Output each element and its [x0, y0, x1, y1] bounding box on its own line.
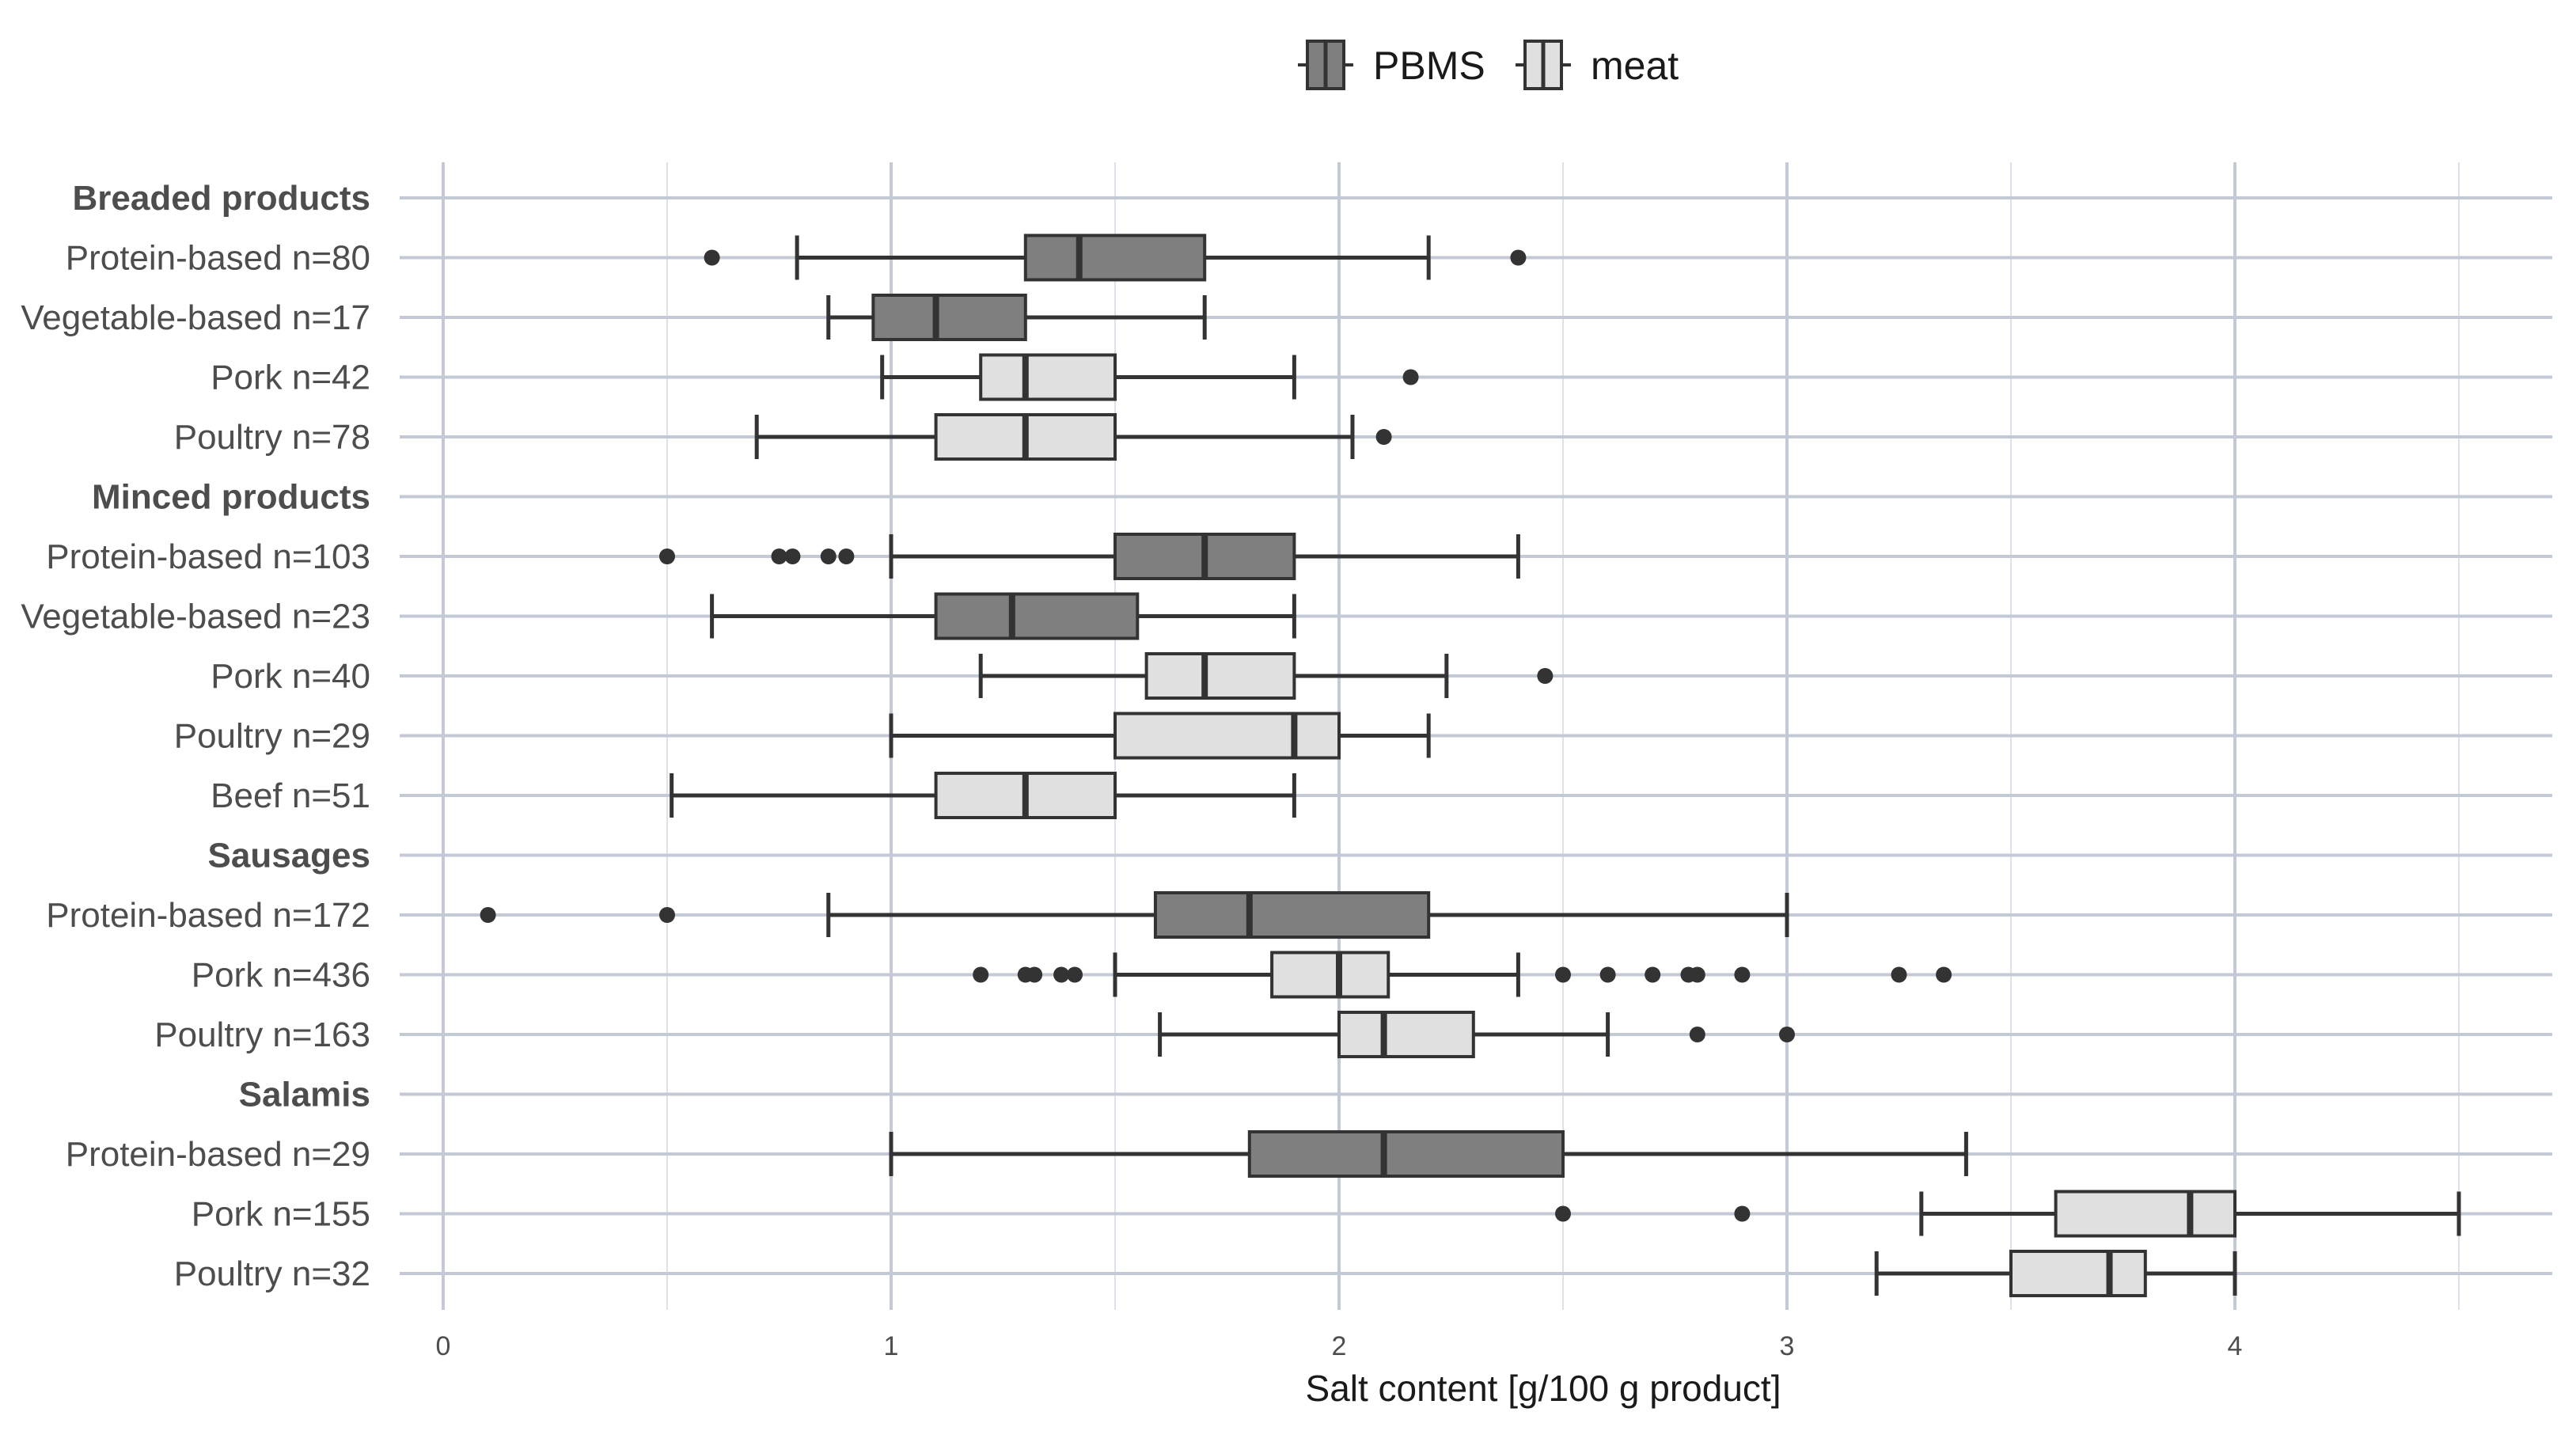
group-header-label: Breaded products	[72, 179, 370, 218]
x-tick-label: 2	[1332, 1331, 1347, 1361]
outlier-point	[1402, 369, 1419, 385]
outlier-point	[1936, 966, 1952, 983]
box	[979, 353, 1117, 401]
outlier-point	[1891, 966, 1907, 983]
outlier-point	[1555, 1205, 1571, 1222]
outlier-point	[820, 548, 837, 564]
outlier-point	[973, 966, 989, 983]
row-label: Pork n=40	[211, 657, 370, 696]
box	[1023, 233, 1207, 282]
row-label: Protein-based n=172	[46, 896, 370, 935]
outlier-point	[1734, 966, 1751, 983]
box	[1247, 1130, 1565, 1178]
outlier-point	[771, 548, 787, 564]
outlier-point	[1689, 966, 1705, 983]
outlier-point	[1734, 1205, 1751, 1222]
row-label: Protein-based n=29	[66, 1135, 370, 1174]
row-label: Vegetable-based n=17	[21, 298, 370, 337]
outlier-point	[659, 548, 675, 564]
x-tick-label: 1	[884, 1331, 899, 1361]
outlier-point	[659, 907, 675, 923]
outlier-point	[1053, 966, 1070, 983]
row-label: Vegetable-based n=23	[21, 598, 370, 636]
box-series	[480, 233, 2461, 1297]
outlier-point	[480, 907, 496, 923]
x-tick-label: 0	[436, 1331, 451, 1361]
y-axis-labels: Breaded products Protein-based n=80 Vegeta…	[21, 179, 370, 1293]
x-axis-ticks: 0 1 2 3 4	[436, 1331, 2243, 1361]
x-tick-label: 4	[2228, 1331, 2243, 1361]
outlier-point	[1555, 966, 1571, 983]
box	[1337, 1011, 1475, 1058]
outlier-point	[1375, 429, 1392, 445]
outlier-point	[1689, 1027, 1705, 1042]
outlier-point	[1645, 966, 1661, 983]
box	[1113, 712, 1341, 760]
row-label: Poultry n=32	[174, 1254, 370, 1293]
box	[2009, 1250, 2147, 1297]
legend-label: PBMS	[1373, 44, 1485, 88]
outlier-point	[1537, 668, 1554, 684]
box	[1144, 652, 1296, 700]
box	[871, 294, 1027, 341]
box	[2054, 1190, 2237, 1238]
row-label: Pork n=436	[192, 956, 370, 995]
group-header-label: Sausages	[208, 837, 370, 875]
row-label: Poultry n=163	[154, 1015, 370, 1054]
row-label: Protein-based n=80	[66, 239, 370, 278]
group-header-label: Salamis	[239, 1076, 370, 1114]
outlier-point	[704, 249, 720, 266]
row-label: Protein-based n=103	[46, 537, 370, 576]
outlier-point	[1067, 966, 1083, 983]
box	[1153, 891, 1431, 939]
x-axis-title: Salt content [g/100 g product]	[1306, 1368, 1781, 1409]
outlier-point	[1510, 249, 1527, 266]
outlier-point	[784, 548, 801, 564]
row-label: Beef n=51	[211, 776, 370, 815]
box	[1270, 951, 1390, 999]
outlier-point	[1779, 1027, 1795, 1042]
box	[934, 592, 1140, 640]
legend-label: meat	[1591, 44, 1679, 88]
outlier-point	[1026, 966, 1043, 983]
x-tick-label: 3	[1780, 1331, 1795, 1361]
row-label: Poultry n=29	[174, 717, 370, 756]
outlier-point	[1599, 966, 1616, 983]
row-label: Poultry n=78	[174, 418, 370, 457]
legend: PBMS meat	[1298, 40, 1679, 90]
outlier-point	[838, 548, 855, 564]
group-header-label: Minced products	[92, 478, 370, 517]
row-label: Pork n=155	[192, 1195, 370, 1234]
row-label: Pork n=42	[211, 359, 370, 397]
